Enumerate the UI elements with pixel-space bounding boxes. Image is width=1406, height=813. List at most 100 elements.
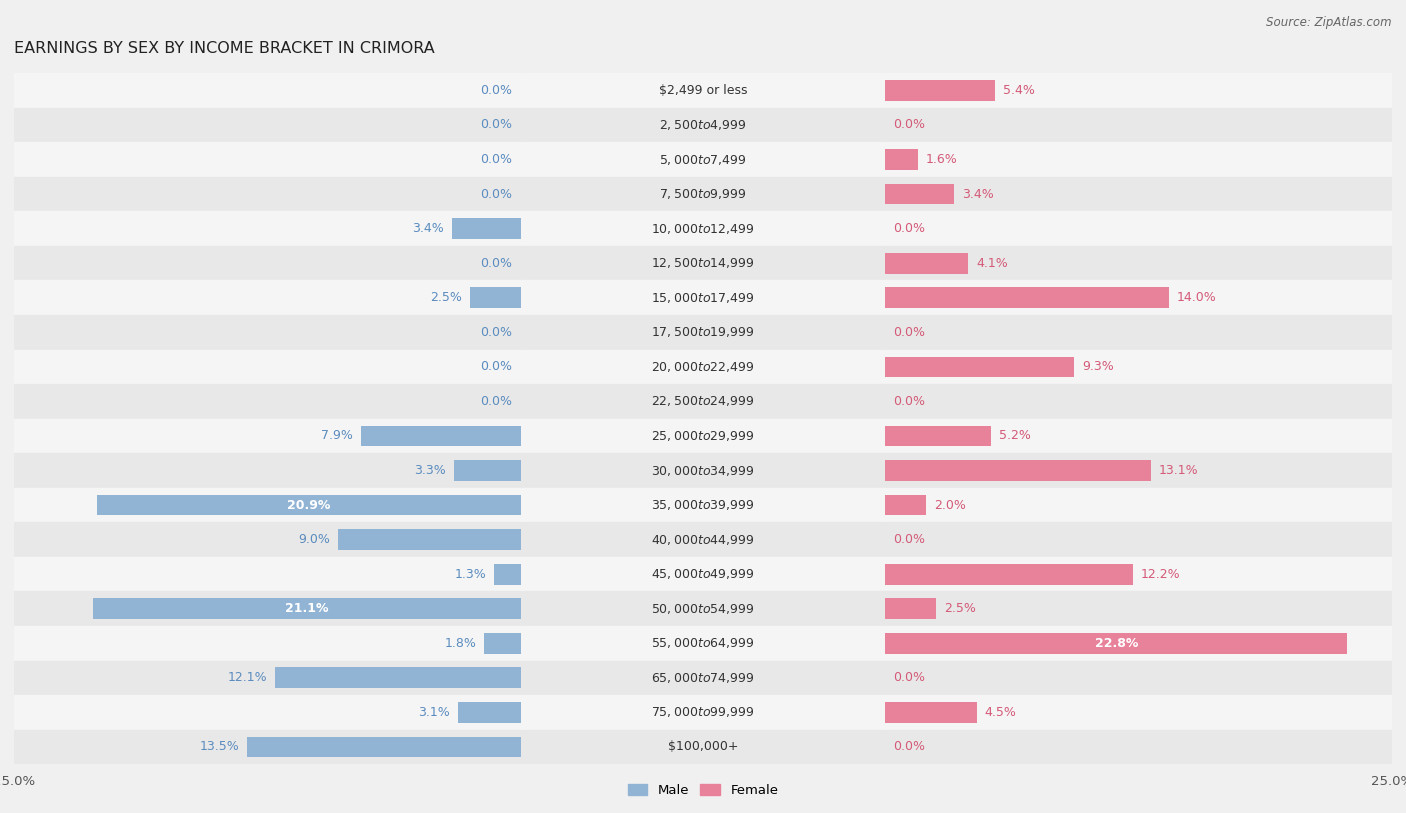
- Bar: [520, 350, 886, 385]
- Text: 0.0%: 0.0%: [481, 119, 513, 132]
- Text: 0.0%: 0.0%: [481, 257, 513, 270]
- Text: Source: ZipAtlas.com: Source: ZipAtlas.com: [1267, 16, 1392, 29]
- Bar: [886, 454, 1392, 488]
- Bar: [458, 702, 520, 723]
- Bar: [886, 357, 1074, 377]
- Text: 5.4%: 5.4%: [1002, 84, 1035, 97]
- Text: $10,000 to $12,499: $10,000 to $12,499: [651, 222, 755, 236]
- Bar: [886, 730, 1392, 764]
- Legend: Male, Female: Male, Female: [623, 778, 783, 802]
- Text: 3.3%: 3.3%: [413, 464, 446, 477]
- Bar: [97, 494, 520, 515]
- Text: 12.2%: 12.2%: [1140, 567, 1180, 580]
- Text: 4.1%: 4.1%: [977, 257, 1008, 270]
- Text: $30,000 to $34,999: $30,000 to $34,999: [651, 463, 755, 477]
- Text: 7.9%: 7.9%: [321, 429, 353, 442]
- Bar: [14, 73, 520, 107]
- Bar: [886, 142, 1392, 176]
- Text: $65,000 to $74,999: $65,000 to $74,999: [651, 671, 755, 685]
- Text: 2.0%: 2.0%: [934, 498, 966, 511]
- Text: 0.0%: 0.0%: [481, 326, 513, 339]
- Bar: [14, 280, 520, 315]
- Bar: [886, 488, 1392, 523]
- Bar: [14, 592, 520, 626]
- Bar: [886, 280, 1392, 315]
- Text: 12.1%: 12.1%: [228, 672, 267, 685]
- Bar: [886, 246, 1392, 280]
- Text: 0.0%: 0.0%: [481, 153, 513, 166]
- Bar: [886, 350, 1392, 385]
- Text: 2.5%: 2.5%: [945, 602, 976, 615]
- Bar: [886, 149, 918, 170]
- Bar: [886, 633, 1347, 654]
- Text: $7,500 to $9,999: $7,500 to $9,999: [659, 187, 747, 201]
- Bar: [14, 660, 520, 695]
- Text: 21.1%: 21.1%: [285, 602, 329, 615]
- Text: $20,000 to $22,499: $20,000 to $22,499: [651, 360, 755, 374]
- Bar: [520, 280, 886, 315]
- Text: 0.0%: 0.0%: [893, 326, 925, 339]
- Bar: [886, 315, 1392, 350]
- Bar: [886, 460, 1150, 480]
- Text: 1.6%: 1.6%: [927, 153, 957, 166]
- Text: 3.1%: 3.1%: [418, 706, 450, 719]
- Bar: [520, 592, 886, 626]
- Text: 0.0%: 0.0%: [893, 395, 925, 408]
- Bar: [14, 454, 520, 488]
- Bar: [14, 626, 520, 660]
- Bar: [520, 626, 886, 660]
- Bar: [886, 80, 995, 101]
- Bar: [520, 385, 886, 419]
- Bar: [886, 592, 1392, 626]
- Bar: [886, 494, 927, 515]
- Bar: [14, 488, 520, 523]
- Bar: [14, 350, 520, 385]
- Bar: [520, 176, 886, 211]
- Bar: [14, 557, 520, 592]
- Text: 0.0%: 0.0%: [481, 360, 513, 373]
- Bar: [886, 695, 1392, 730]
- Bar: [520, 315, 886, 350]
- Text: 3.4%: 3.4%: [412, 222, 444, 235]
- Text: $22,500 to $24,999: $22,500 to $24,999: [651, 394, 755, 408]
- Bar: [339, 529, 520, 550]
- Text: 0.0%: 0.0%: [481, 84, 513, 97]
- Text: $15,000 to $17,499: $15,000 to $17,499: [651, 291, 755, 305]
- Bar: [14, 246, 520, 280]
- Text: 5.2%: 5.2%: [998, 429, 1031, 442]
- Text: 9.0%: 9.0%: [298, 533, 330, 546]
- Bar: [886, 702, 977, 723]
- Bar: [886, 253, 969, 273]
- Text: 0.0%: 0.0%: [893, 119, 925, 132]
- Bar: [14, 107, 520, 142]
- Text: 13.1%: 13.1%: [1159, 464, 1198, 477]
- Text: $35,000 to $39,999: $35,000 to $39,999: [651, 498, 755, 512]
- Bar: [14, 176, 520, 211]
- Text: 0.0%: 0.0%: [481, 395, 513, 408]
- Bar: [520, 730, 886, 764]
- Bar: [886, 626, 1392, 660]
- Bar: [520, 488, 886, 523]
- Bar: [520, 211, 886, 246]
- Text: 1.8%: 1.8%: [444, 637, 477, 650]
- Bar: [520, 523, 886, 557]
- Bar: [451, 219, 520, 239]
- Bar: [470, 288, 520, 308]
- Text: $40,000 to $44,999: $40,000 to $44,999: [651, 533, 755, 546]
- Text: $75,000 to $99,999: $75,000 to $99,999: [651, 706, 755, 720]
- Text: 1.3%: 1.3%: [454, 567, 486, 580]
- Text: $2,499 or less: $2,499 or less: [659, 84, 747, 97]
- Bar: [14, 385, 520, 419]
- Text: 0.0%: 0.0%: [893, 222, 925, 235]
- Text: $17,500 to $19,999: $17,500 to $19,999: [651, 325, 755, 339]
- Bar: [886, 176, 1392, 211]
- Text: $12,500 to $14,999: $12,500 to $14,999: [651, 256, 755, 270]
- Text: 4.5%: 4.5%: [984, 706, 1017, 719]
- Bar: [14, 142, 520, 176]
- Bar: [520, 695, 886, 730]
- Bar: [14, 211, 520, 246]
- Bar: [886, 557, 1392, 592]
- Bar: [520, 557, 886, 592]
- Bar: [886, 419, 1392, 454]
- Text: $100,000+: $100,000+: [668, 741, 738, 754]
